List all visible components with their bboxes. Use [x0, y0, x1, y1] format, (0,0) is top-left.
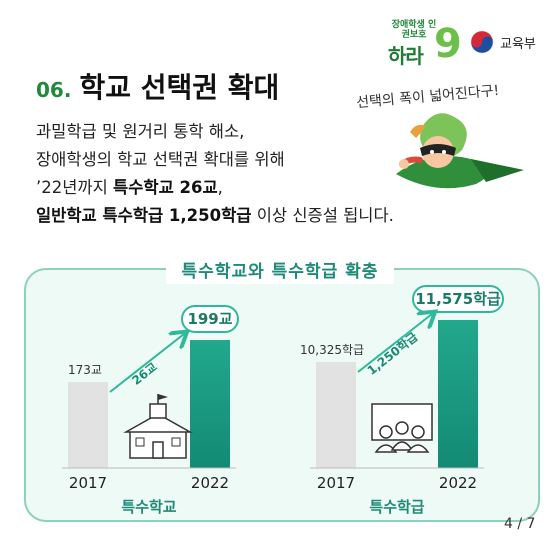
category-label: 2022 [439, 474, 477, 492]
category-label: 2017 [317, 474, 355, 492]
panel-title-wrap: 특수학교와 특수학급 확충 [166, 254, 394, 284]
body-line-2: 장애학생의 학교 선택권 확대를 위해 [36, 150, 285, 169]
value-label-low: 10,325학급 [300, 343, 364, 357]
increase-label: 1,250학급 [364, 329, 421, 378]
body-text: 과밀학급 및 원거리 통학 해소, 장애학생의 학교 선택권 확대를 위해 ’2… [36, 118, 394, 230]
section-heading: 06. 학교 선택권 확대 [36, 66, 279, 106]
slogan-big-text: 하라 [388, 44, 424, 68]
school-building-icon [123, 394, 193, 459]
body-line-4-post: 이상 신증설 됩니다. [251, 206, 394, 225]
panel-title: 특수학교와 특수학급 확충 [181, 261, 379, 282]
increase-label: 26교 [129, 360, 159, 388]
classroom-students-icon [371, 403, 433, 453]
category-label: 2022 [191, 474, 229, 492]
body-line-3-bold: 특수학교 26교 [113, 178, 218, 197]
ministry-name: 교육부 [500, 36, 536, 52]
superhero-character-icon [396, 113, 524, 189]
taegeuk-icon [470, 30, 494, 54]
chart-title: 특수학교 [121, 498, 176, 516]
value-bubble [181, 305, 239, 333]
category-label: 2017 [69, 474, 107, 492]
body-line-4: 일반학교 특수학급 1,250학급 이상 신증설 됩니다. [36, 202, 394, 230]
increase-arrow [357, 314, 432, 373]
bar-2022 [438, 320, 478, 468]
body-line-3: ’22년까지 특수학교 26교, [36, 174, 394, 202]
body-line-1: 과밀학급 및 원거리 통학 해소, [36, 122, 245, 141]
slogan-number: 9 [434, 21, 462, 67]
page-title: 학교 선택권 확대 [79, 71, 280, 104]
bar-2017 [316, 362, 356, 468]
chart-title: 특수학급 [369, 498, 424, 516]
body-line-3-pre: ’22년까지 [36, 178, 114, 197]
ministry-logo: 교육부 [470, 30, 536, 54]
value-label-high: 11,575학급 [415, 290, 501, 308]
body-line-3-post: , [217, 178, 223, 197]
section-number: 06. [36, 78, 72, 102]
value-label-low: 173교 [68, 363, 102, 377]
slogan-logo: 장애학생 인권보호 하라 9 [388, 20, 462, 68]
value-bubble [412, 285, 504, 313]
page-indicator: 4 / 7 [504, 516, 536, 532]
bar-2017 [68, 382, 108, 468]
body-line-4-bold: 일반학교 특수학급 1,250학급 [36, 206, 252, 225]
increase-arrow [109, 334, 184, 393]
slogan-small-text: 장애학생 인권보호 [391, 20, 437, 40]
value-label-high: 199교 [187, 310, 232, 328]
bar-2022 [190, 340, 230, 468]
